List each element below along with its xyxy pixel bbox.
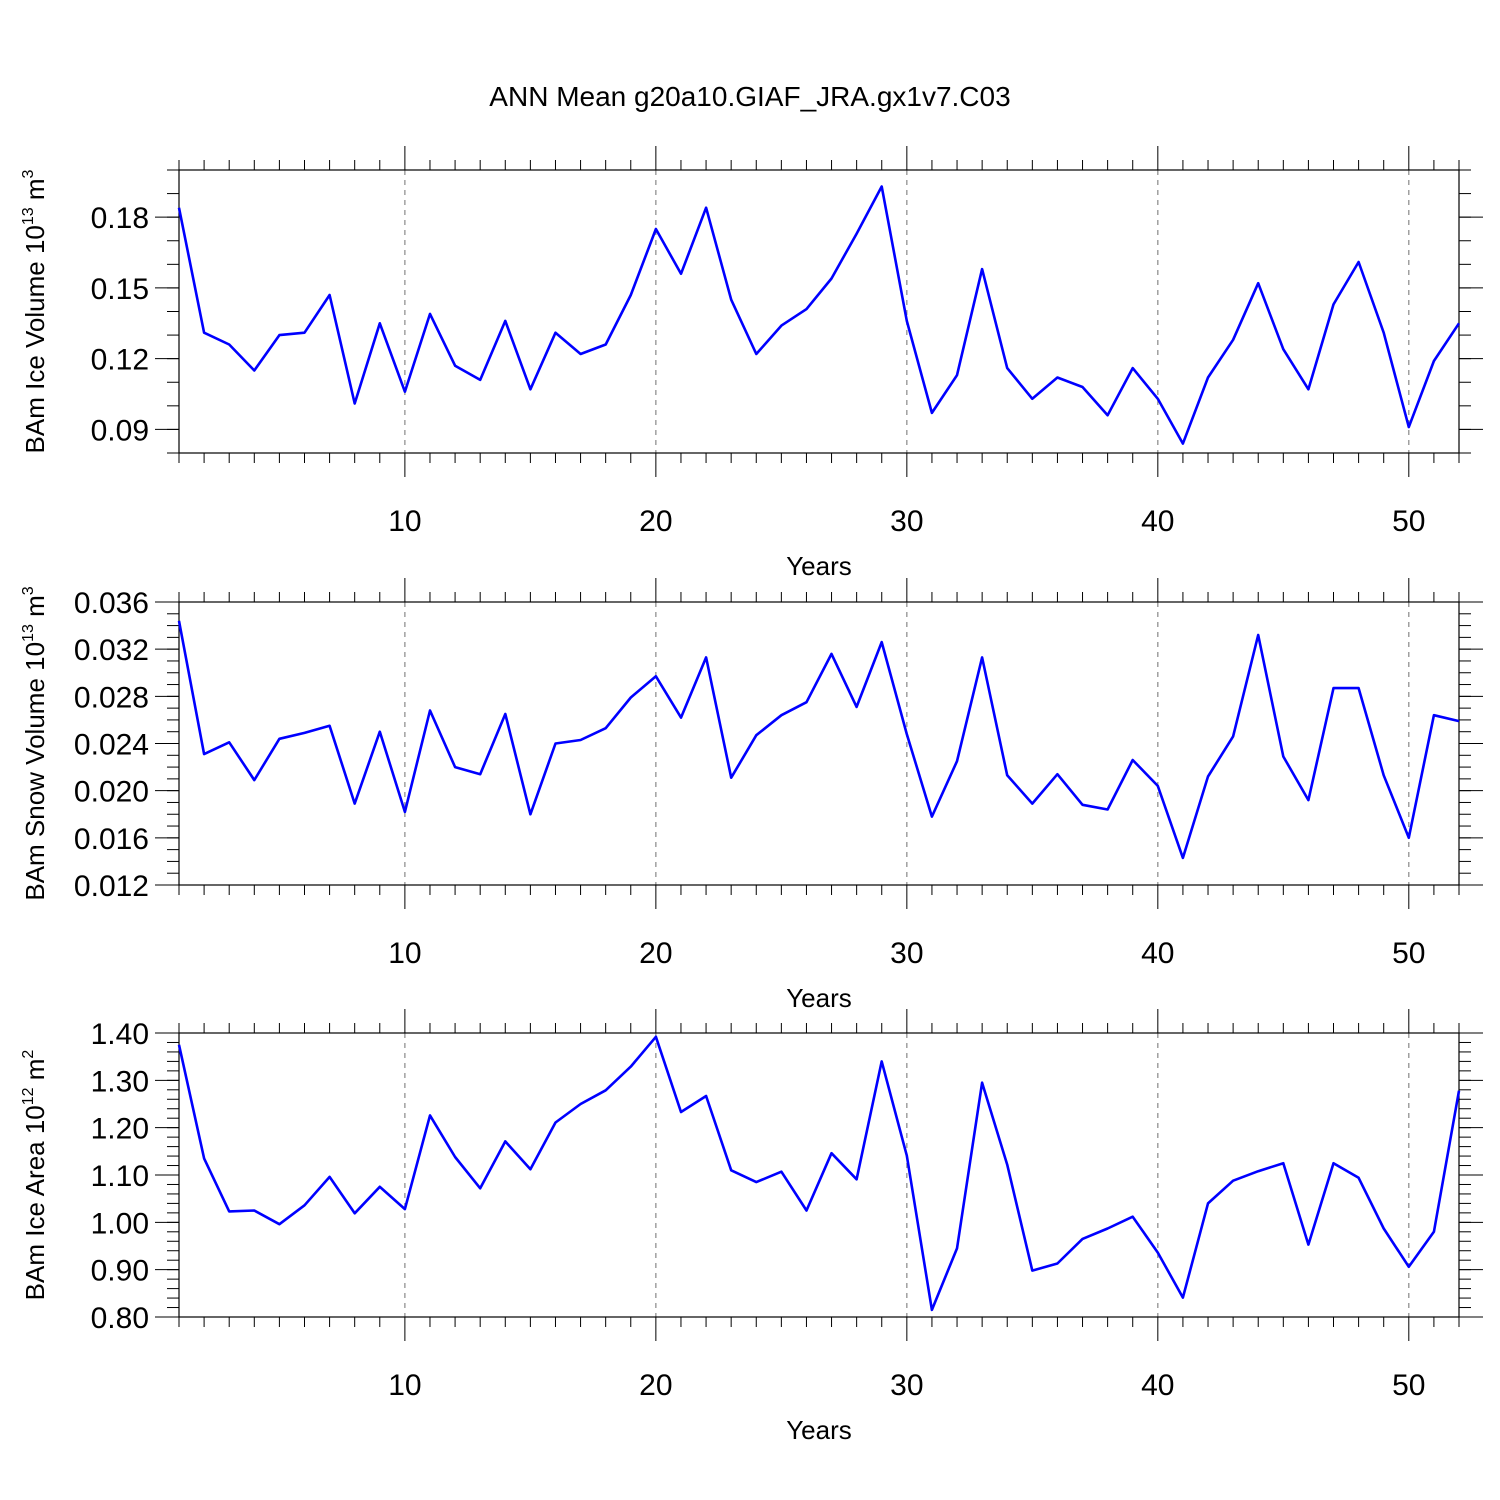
x-tick-label: 20: [639, 505, 672, 538]
y-axis-label-text: m: [20, 595, 50, 624]
y-tick-label: 1.10: [91, 1160, 149, 1193]
plot-frame: [178, 169, 1460, 454]
panel-1: 10 20 30 40 50 0.09 0.12 0.15 0.18 Years BAm Ice V…: [20, 146, 1483, 581]
y-axis-label: BAm Ice Area 1012 m2: [20, 1050, 50, 1301]
x-tick-label: 40: [1141, 1369, 1174, 1402]
x-tick-label: 10: [388, 937, 421, 970]
panel-3: 10 20 30 40 50 0.80 0.90 1.00 1.10 1.20 1.30 1.40 Ye…: [20, 1009, 1483, 1445]
y-tick-label: 0.036: [74, 587, 149, 620]
y-tick-label: 0.016: [74, 823, 149, 856]
x-tick-label: 50: [1392, 937, 1425, 970]
x-tick-label: 30: [890, 937, 923, 970]
x-axis-label: Years: [786, 983, 852, 1013]
x-tick-label: 20: [639, 1369, 672, 1402]
x-tick-label: 50: [1392, 1369, 1425, 1402]
x-tick-label: 20: [639, 937, 672, 970]
y-tick-label: 0.032: [74, 634, 149, 667]
x-tick-label: 40: [1141, 937, 1174, 970]
y-axis-label-superscript: 12: [20, 1087, 37, 1105]
series-line: [177, 620, 1460, 860]
x-tick-label: 10: [388, 505, 421, 538]
y-tick-label: 1.00: [91, 1207, 149, 1240]
y-tick-label: 0.18: [91, 202, 149, 235]
x-tick-label: 30: [890, 1369, 923, 1402]
y-axis-label-text: m: [20, 178, 50, 207]
series-line: [177, 185, 1461, 445]
y-axis-label: BAm Ice Volume 1013 m3: [20, 169, 50, 453]
y-axis-label-text: BAm Ice Volume 10: [20, 225, 50, 453]
y-axis-label-text: BAm Ice Area 10: [20, 1105, 50, 1300]
y-tick-label: 1.20: [91, 1113, 149, 1146]
y-axis-label-superscript: 2: [20, 1050, 37, 1059]
y-tick-label: 0.12: [91, 344, 149, 377]
y-tick-label: 1.40: [91, 1018, 149, 1051]
x-tick-label: 10: [388, 1369, 421, 1402]
y-tick-label: 0.15: [91, 273, 149, 306]
y-axis-label-text: m: [20, 1059, 50, 1088]
y-axis-label-superscript: 13: [20, 207, 37, 225]
y-tick-label: 0.020: [74, 776, 149, 809]
y-tick-label: 0.80: [91, 1302, 149, 1335]
y-tick-label: 0.012: [74, 870, 149, 903]
figure-title: ANN Mean g20a10.GIAF_JRA.gx1v7.C03: [489, 81, 1010, 112]
x-axis-label: Years: [786, 1415, 852, 1445]
y-tick-label: 1.30: [91, 1065, 149, 1098]
y-tick-label: 0.90: [91, 1255, 149, 1288]
panel-2: 10 20 30 40 50 0.012 0.016 0.020 0.024 0.028 0.032…: [20, 578, 1483, 1013]
plot-frame: [178, 1032, 1460, 1318]
y-axis-label-text: BAm Snow Volume 10: [20, 642, 50, 901]
x-tick-label: 30: [890, 505, 923, 538]
y-tick-label: 0.028: [74, 681, 149, 714]
y-axis-label-superscript: 3: [20, 586, 37, 595]
series-line: [177, 1035, 1461, 1312]
x-axis-label: Years: [786, 551, 852, 581]
plot-frame: [178, 601, 1460, 886]
y-axis-label: BAm Snow Volume 1013 m3: [20, 586, 50, 900]
y-tick-label: 0.09: [91, 414, 149, 447]
y-axis-label-superscript: 3: [20, 169, 37, 178]
x-tick-label: 50: [1392, 505, 1425, 538]
y-axis-label-superscript: 13: [20, 624, 37, 642]
y-tick-label: 0.024: [74, 729, 149, 762]
x-tick-label: 40: [1141, 505, 1174, 538]
